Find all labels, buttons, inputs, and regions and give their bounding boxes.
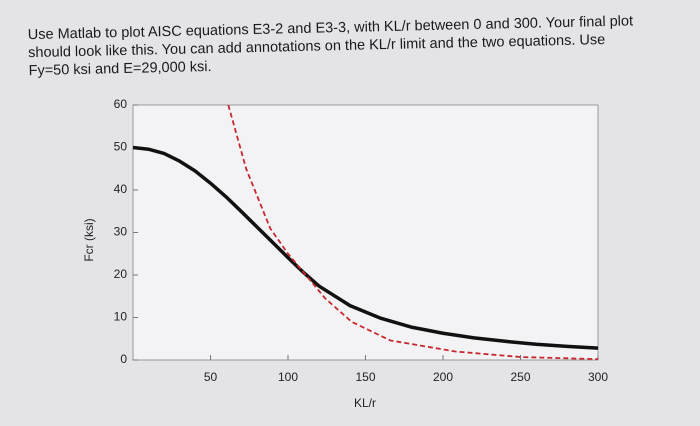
y-tick-label: 60 (114, 97, 128, 111)
y-tick-label: 30 (114, 225, 128, 239)
x-tick-label: 200 (433, 370, 453, 384)
y-tick-label: 20 (114, 267, 128, 281)
x-axis-label: KL/r (354, 396, 376, 410)
y-tick-label: 40 (114, 182, 128, 196)
x-tick-label: 250 (510, 370, 530, 384)
x-tick-label: 300 (588, 370, 608, 384)
y-axis-label: Fcr (ksi) (82, 218, 96, 261)
y-tick-label: 10 (114, 310, 128, 324)
prompt-line: Fy=50 ksi and E=29,000 ksi. (28, 59, 211, 79)
x-tick-label: 100 (278, 370, 298, 384)
y-tick-label: 50 (114, 140, 128, 154)
line (227, 104, 599, 361)
plot-box (132, 104, 599, 361)
plot: 0 10 20 30 40 50 60 50 100 150 200 250 300 (114, 97, 609, 384)
line (132, 145, 599, 350)
x-tick-label: 150 (355, 370, 375, 384)
y-tick-label: 0 (120, 352, 127, 366)
x-tick-label: 50 (204, 370, 218, 384)
